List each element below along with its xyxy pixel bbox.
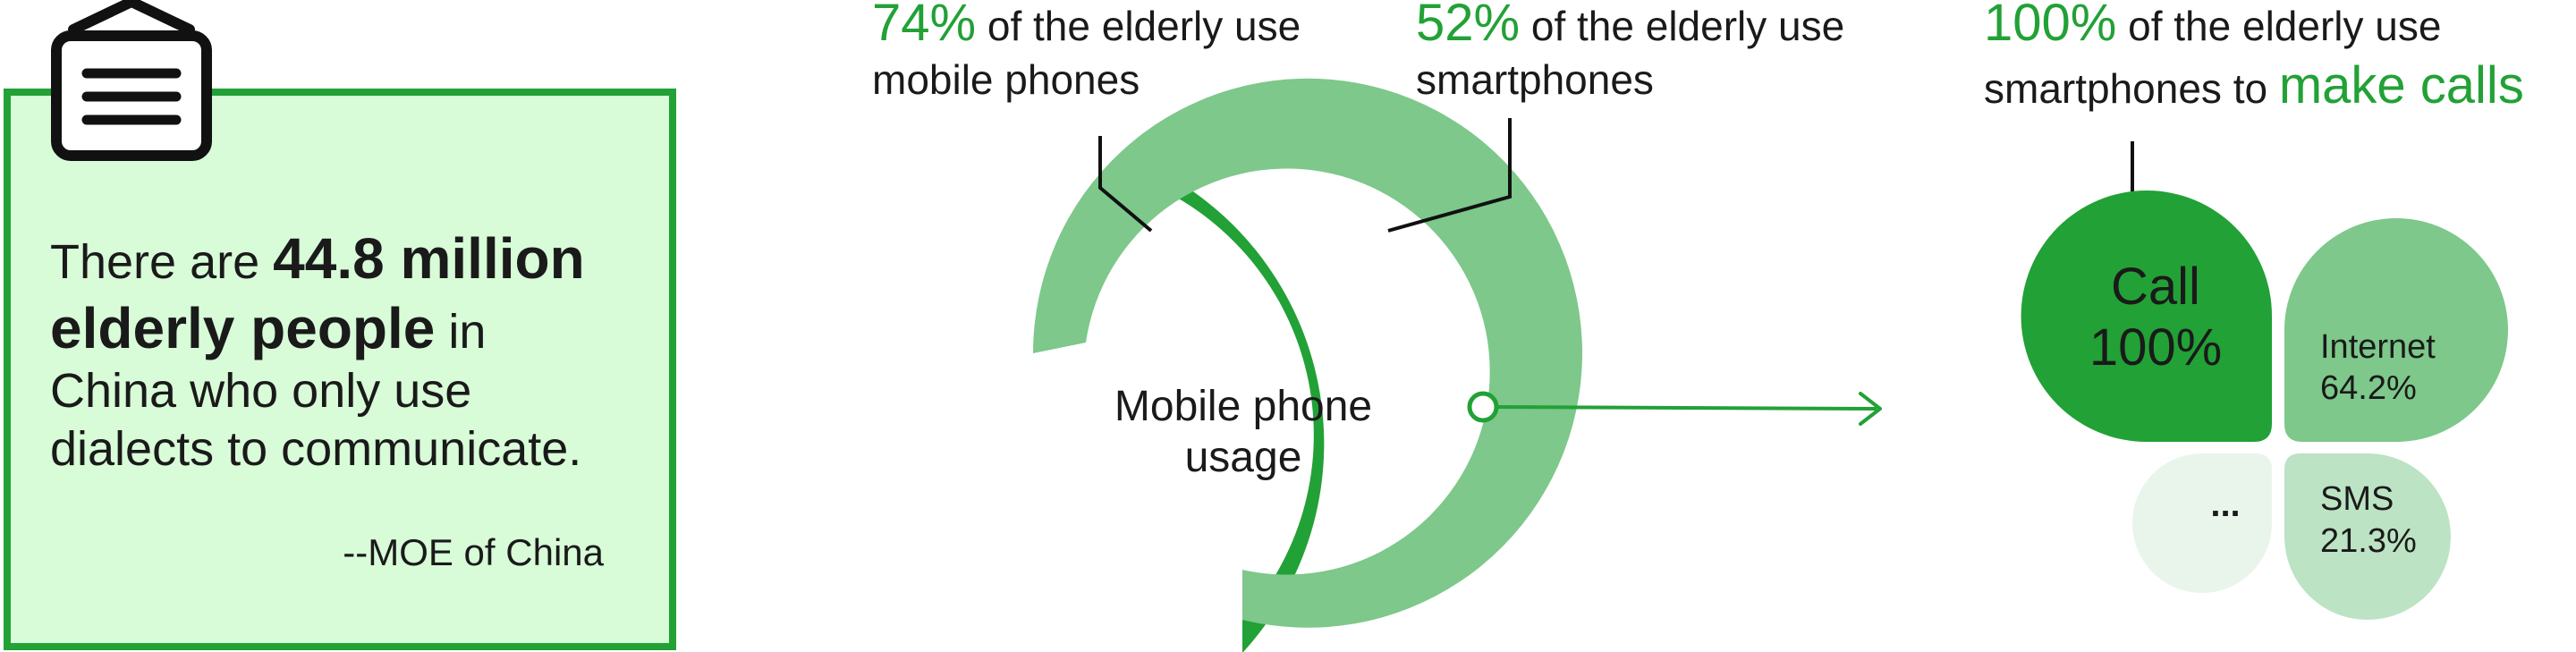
- smartphone-use-text-2: smartphones to: [1984, 65, 2267, 112]
- calls-percent: 100%: [1984, 0, 2116, 52]
- smartphone-use-headline-1: 100% of the elderly use: [1984, 0, 2441, 52]
- mobile-usage-chart: Mobile phone usage 74% of the elderly us…: [872, 0, 1882, 652]
- petal-internet-shape: [2284, 218, 2508, 442]
- mobile-callout-line-2: mobile phones: [872, 56, 1140, 103]
- smartphone-callout-leader: [1387, 118, 1512, 233]
- mobile-callout-leader: [1098, 136, 1153, 233]
- mobile-callout-text-1: of the elderly use: [987, 3, 1301, 49]
- petal-call: Call 100%: [2021, 191, 2272, 442]
- signboard-icon: [51, 0, 212, 161]
- smartphone-percent: 52%: [1416, 0, 1520, 52]
- smartphone-ring: [1163, 173, 1325, 652]
- petal-internet: Internet 64.2%: [2284, 218, 2508, 442]
- quote-line-2-suffix: in: [448, 305, 486, 359]
- smartphone-use-headline-2: smartphones to make calls: [1984, 56, 2524, 114]
- ring-center-label-2: usage: [1185, 434, 1302, 481]
- petal-sms-shape: [2284, 453, 2451, 620]
- quote-line-3: China who only use: [50, 364, 471, 418]
- mobile-percent: 74%: [872, 0, 976, 52]
- connector-arrowhead: [1859, 392, 1882, 426]
- petal-sms: SMS 21.3%: [2284, 453, 2451, 620]
- petal-internet-label: Internet: [2320, 328, 2436, 366]
- quote-highlight-number: 44.8 million: [273, 226, 585, 291]
- quote-card: There are 44.8 million elderly people in…: [4, 0, 676, 650]
- petal-call-label: Call: [2111, 258, 2200, 316]
- ring-center-label-1: Mobile phone: [1114, 383, 1372, 430]
- quote-line-1: There are 44.8 million: [50, 226, 585, 291]
- petal-sms-label: SMS: [2320, 480, 2394, 518]
- petal-other: ...: [2132, 453, 2272, 593]
- mobile-callout-line-1: 74% of the elderly use: [872, 0, 1301, 52]
- quote-line-4: dialects to communicate.: [50, 422, 581, 476]
- connector-dot: [1467, 391, 1499, 423]
- quote-highlight-people: elderly people: [50, 296, 435, 360]
- smartphone-use-section: 100% of the elderly use smartphones to m…: [1984, 0, 2524, 620]
- petal-call-shape: [2021, 191, 2272, 442]
- smartphone-callout-text-1: of the elderly use: [1531, 3, 1844, 49]
- smartphone-callout-line-1: 52% of the elderly use: [1416, 0, 1844, 52]
- petal-other-label: ...: [2210, 485, 2240, 524]
- petal-other-shape: [2132, 453, 2272, 593]
- quote-source: --MOE of China: [343, 531, 604, 573]
- quote-line-2: elderly people in: [50, 296, 486, 360]
- make-calls-emphasis: make calls: [2279, 56, 2524, 114]
- quote-card-box: [4, 89, 676, 650]
- connector-line: [1495, 405, 1877, 411]
- petal-sms-value: 21.3%: [2320, 522, 2417, 560]
- petal-call-value: 100%: [2089, 318, 2222, 377]
- quote-line-1-prefix: There are: [50, 235, 259, 289]
- petal-internet-value: 64.2%: [2320, 369, 2417, 407]
- smartphone-callout-line-2: smartphones: [1416, 56, 1654, 103]
- smartphone-use-text-1: of the elderly use: [2128, 3, 2441, 49]
